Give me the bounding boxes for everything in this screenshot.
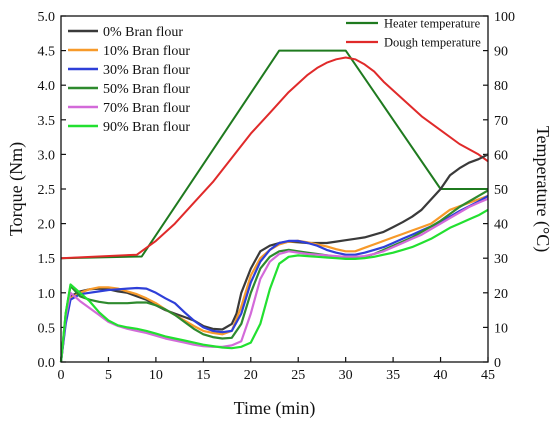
temperature-series-line-0 <box>60 49 488 260</box>
right-y-tick-label: 50 <box>494 183 508 198</box>
torque-series-line-5 <box>59 208 489 363</box>
left-y-tick-label: 4.5 <box>38 45 56 60</box>
right-y-tick-label: 40 <box>494 218 508 233</box>
x-tick-label: 35 <box>386 368 400 383</box>
left-y-axis-label: Torque (Nm) <box>6 142 27 236</box>
x-axis-label: Time (min) <box>234 398 316 419</box>
right-y-tick-label: 100 <box>494 10 515 25</box>
left-y-tick-label: 1.0 <box>38 287 56 302</box>
x-tick-label: 40 <box>434 368 448 383</box>
series-layer <box>59 49 489 363</box>
tick-layer: 0 5 10 15 20 25 30 35 40 45 0.0 0.5 1.0 1.5 2.0 2.5 3.0 3… <box>38 10 516 383</box>
torque-legend-label: 90% Bran flour <box>103 120 190 135</box>
left-y-tick-label: 2.0 <box>38 218 56 233</box>
torque-series-line-3 <box>59 189 489 363</box>
torque-legend-label: 0% Bran flour <box>103 25 183 40</box>
right-y-tick-label: 10 <box>494 321 508 336</box>
left-y-tick-label: 4.0 <box>38 79 56 94</box>
right-y-tick-label: 80 <box>494 79 508 94</box>
torque-legend-label: 70% Bran flour <box>103 101 190 116</box>
torque-legend-label: 50% Bran flour <box>103 82 190 97</box>
torque-series-line-2 <box>59 194 489 363</box>
temperature-legend-label: Dough temperature <box>384 36 481 50</box>
right-y-tick-label: 90 <box>494 45 508 60</box>
torque-series-line-4 <box>59 197 489 363</box>
right-y-tick-label: 60 <box>494 148 508 163</box>
plot-frame <box>60 15 489 363</box>
x-tick-label: 20 <box>244 368 258 383</box>
temperature-series-line-1 <box>60 56 489 260</box>
x-tick-label: 15 <box>196 368 210 383</box>
left-y-tick-label: 3.0 <box>38 148 56 163</box>
x-tick-label: 0 <box>58 368 65 383</box>
left-y-tick-label: 2.5 <box>38 183 56 198</box>
left-y-tick-label: 1.5 <box>38 252 56 267</box>
left-y-tick-label: 5.0 <box>38 10 56 25</box>
torque-legend: 0% Bran flour 10% Bran flour 30% Bran flou… <box>68 25 190 135</box>
temperature-legend: Heater temperature Dough temperature <box>346 17 481 50</box>
x-tick-label: 5 <box>105 368 112 383</box>
right-y-tick-label: 70 <box>494 114 508 129</box>
torque-series-line-0 <box>59 153 489 363</box>
left-y-tick-label: 0.5 <box>38 321 56 336</box>
left-y-tick-label: 0.0 <box>38 356 56 371</box>
right-y-tick-label: 30 <box>494 252 508 267</box>
x-tick-label: 30 <box>339 368 353 383</box>
right-y-tick-label: 0 <box>494 356 501 371</box>
temperature-legend-label: Heater temperature <box>384 17 481 31</box>
x-tick-label: 25 <box>291 368 305 383</box>
torque-legend-label: 10% Bran flour <box>103 44 190 59</box>
left-y-tick-label: 3.5 <box>38 114 56 129</box>
x-tick-label: 10 <box>149 368 163 383</box>
right-y-tick-label: 20 <box>494 287 508 302</box>
right-y-axis-label: Temperature (°C) <box>532 126 550 252</box>
x-tick-label: 45 <box>481 368 495 383</box>
torque-legend-label: 30% Bran flour <box>103 63 190 78</box>
